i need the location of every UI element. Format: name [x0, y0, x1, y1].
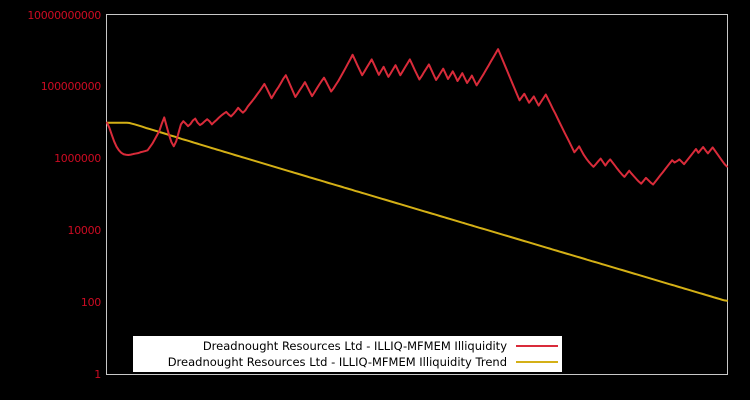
- legend-entry[interactable]: Dreadnought Resources Ltd - ILLIQ-MFMEM …: [133, 354, 562, 370]
- y-axis-tick-label: 1000000: [54, 152, 101, 166]
- legend-entry[interactable]: Dreadnought Resources Ltd - ILLIQ-MFMEM …: [133, 338, 562, 354]
- chart-legend: Dreadnought Resources Ltd - ILLIQ-MFMEM …: [133, 336, 562, 372]
- y-axis-tick-label: 10000: [67, 223, 102, 237]
- legend-entry-label: Dreadnought Resources Ltd - ILLIQ-MFMEM …: [202, 339, 507, 353]
- y-axis-tick-label: 10000000000: [27, 8, 101, 22]
- y-axis-tick-label: 1: [94, 367, 101, 381]
- legend-color-swatch: [516, 361, 558, 363]
- y-axis-tick-label: 100000000: [40, 80, 102, 94]
- legend-color-swatch: [516, 345, 558, 347]
- y-axis-tick-labels: 10000000000 100000000 1000000 10000 100 1: [0, 0, 101, 400]
- legend-entry-label: Dreadnought Resources Ltd - ILLIQ-MFMEM …: [167, 355, 507, 369]
- y-axis-tick-label: 100: [80, 295, 101, 309]
- plot-area: [106, 14, 728, 375]
